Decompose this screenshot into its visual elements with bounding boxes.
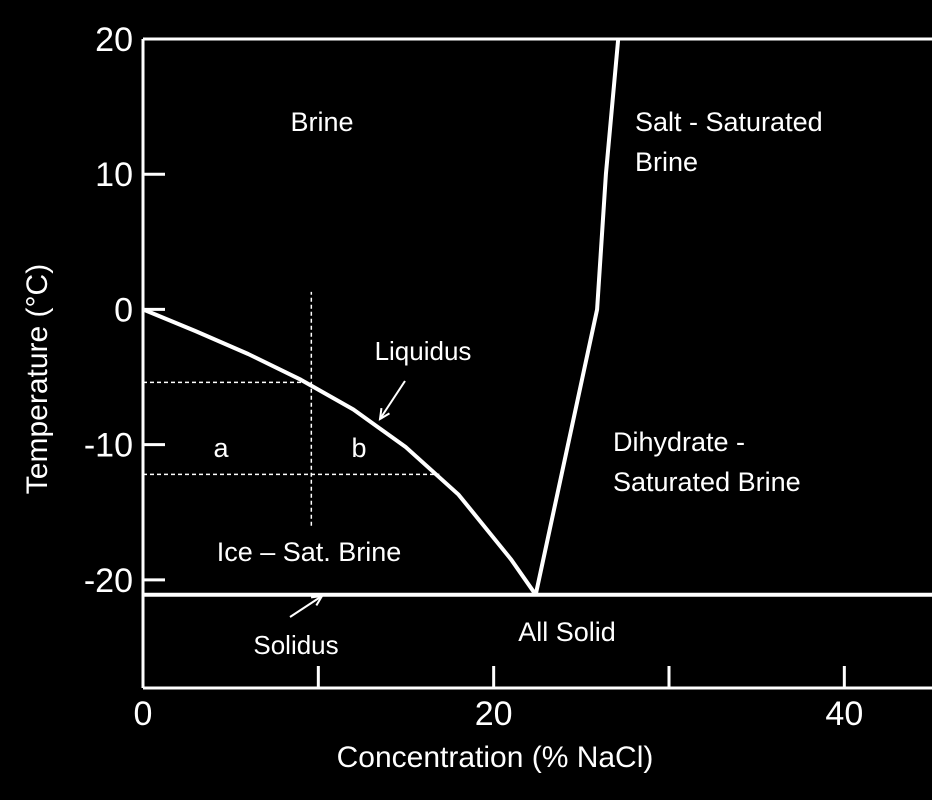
y-tick-label: 10 (95, 156, 133, 194)
series-line-salt-saturation (533, 38, 621, 596)
region-label-dihydrate-2: Saturated Brine (613, 467, 801, 497)
label-a: a (213, 433, 229, 463)
x-tick-label: 40 (825, 695, 863, 733)
y-tick-label: 0 (114, 291, 133, 329)
label-solidus: Solidus (253, 630, 338, 660)
region-label-dihydrate-1: Dihydrate - (613, 427, 745, 457)
liquidus-arrow-shaft (379, 380, 406, 420)
reference-lines (143, 291, 440, 526)
axis-ticks: 20 10 0 -10 -20 0 20 40 (84, 21, 863, 733)
annotation-arrows (289, 380, 406, 618)
region-label-salt-saturated-2: Brine (635, 147, 698, 177)
region-label-brine: Brine (290, 107, 353, 137)
phase-boundary-lines (142, 38, 932, 597)
region-label-all-solid: All Solid (518, 617, 616, 647)
liquidus-arrow-head (378, 407, 390, 421)
series-line-liquidus (142, 307, 538, 596)
solidus-arrow-head (310, 594, 324, 606)
x-axis-title: Concentration (% NaCl) (337, 741, 654, 774)
x-tick-label: 0 (134, 695, 153, 733)
label-liquidus: Liquidus (375, 336, 472, 366)
y-tick-label: 20 (95, 21, 133, 59)
y-tick-label: -10 (84, 427, 133, 465)
solidus-arrow-shaft (289, 595, 323, 618)
x-tick-label: 20 (475, 695, 513, 733)
y-tick-label: -20 (84, 562, 133, 600)
label-b: b (351, 433, 366, 463)
region-label-salt-saturated-1: Salt - Saturated (635, 107, 823, 137)
region-label-ice-sat-brine: Ice – Sat. Brine (217, 537, 402, 567)
y-axis-title: Temperature (°C) (21, 264, 54, 494)
